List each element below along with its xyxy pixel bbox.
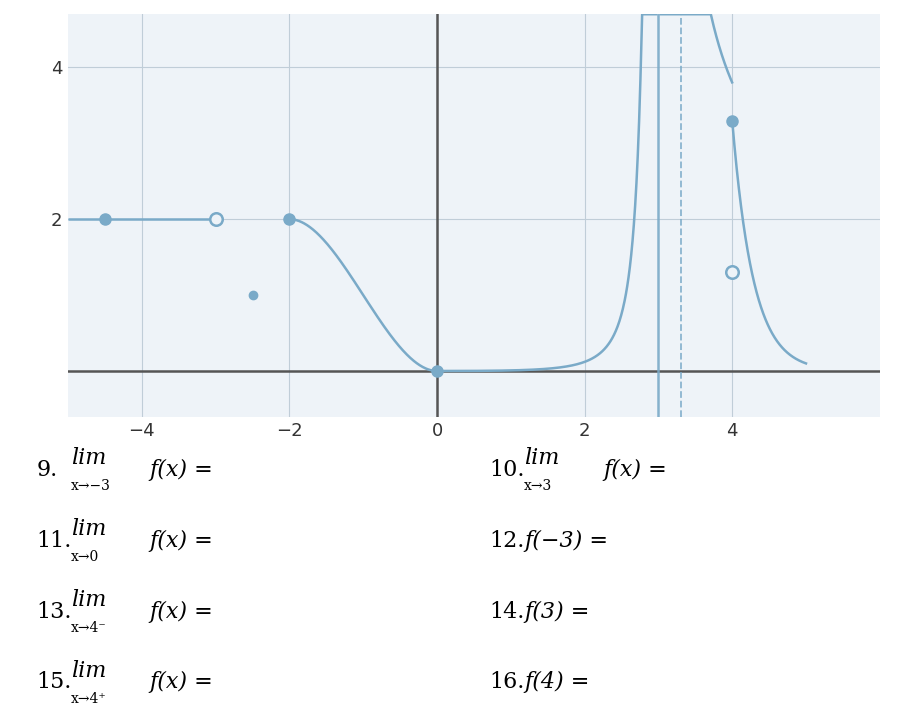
- Text: 11.: 11.: [36, 530, 72, 552]
- Text: f(x) =: f(x) =: [150, 530, 213, 552]
- Text: f(x) =: f(x) =: [150, 600, 213, 622]
- Text: lim: lim: [71, 518, 106, 540]
- Text: 13.: 13.: [36, 600, 72, 622]
- Text: 14.: 14.: [490, 600, 525, 622]
- Text: 12.: 12.: [490, 530, 525, 552]
- Text: x→3: x→3: [524, 479, 552, 493]
- Text: lim: lim: [71, 589, 106, 611]
- Text: lim: lim: [71, 659, 106, 681]
- Text: x→0: x→0: [71, 550, 99, 564]
- Text: f(x) =: f(x) =: [150, 671, 213, 693]
- Text: f(x) =: f(x) =: [603, 459, 667, 481]
- Text: 10.: 10.: [490, 459, 525, 481]
- Text: lim: lim: [71, 447, 106, 469]
- Text: f(4) =: f(4) =: [524, 671, 590, 693]
- Text: 9.: 9.: [36, 459, 57, 481]
- Text: x→4⁺: x→4⁺: [71, 691, 106, 706]
- Text: 16.: 16.: [490, 671, 525, 693]
- Text: f(3) =: f(3) =: [524, 600, 590, 622]
- Text: x→4⁻: x→4⁻: [71, 621, 106, 635]
- Text: lim: lim: [524, 447, 560, 469]
- Text: x→−3: x→−3: [71, 479, 111, 493]
- Text: 15.: 15.: [36, 671, 72, 693]
- Text: f(x) =: f(x) =: [150, 459, 213, 481]
- Text: f(−3) =: f(−3) =: [524, 530, 609, 552]
